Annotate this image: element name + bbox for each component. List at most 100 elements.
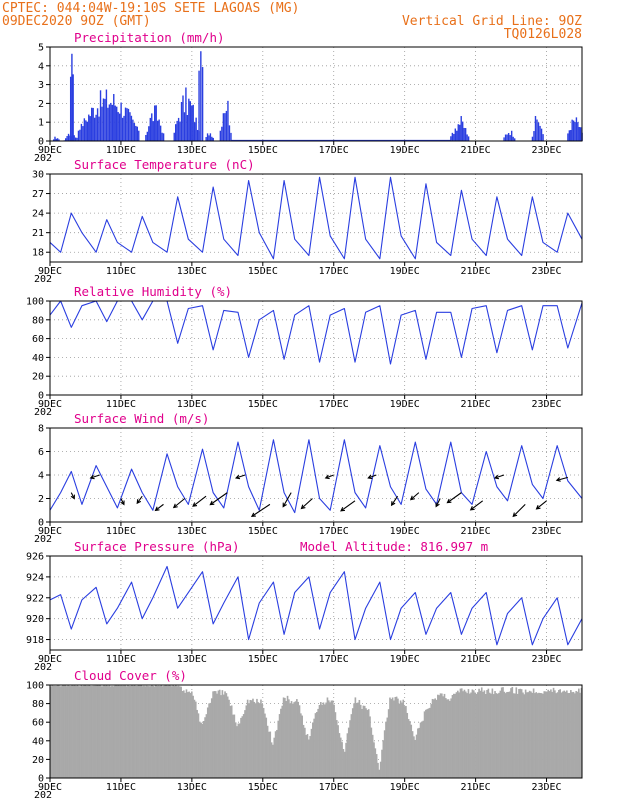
precip-bar bbox=[577, 122, 579, 141]
precip-bar bbox=[123, 115, 125, 141]
cloud-cover-column bbox=[155, 685, 157, 778]
y-tick-label: 922 bbox=[26, 593, 44, 604]
wind-vector-arrow bbox=[555, 476, 568, 482]
cloud-cover-column bbox=[112, 686, 115, 778]
cloud-cover-column bbox=[431, 698, 434, 778]
precip-bar bbox=[101, 106, 103, 141]
cloud-cover-column bbox=[180, 686, 182, 778]
panel-frame bbox=[49, 427, 583, 523]
cloud-cover-column bbox=[363, 705, 366, 778]
cloud-cover-column bbox=[519, 688, 522, 778]
cloud-cover-column bbox=[471, 689, 474, 778]
cloud-cover-column bbox=[226, 696, 229, 778]
cloud-cover-column bbox=[229, 705, 232, 778]
cloud-cover-column bbox=[104, 685, 107, 778]
cloud-cover-column bbox=[446, 699, 448, 778]
cloud-cover-column bbox=[225, 693, 228, 778]
cloud-cover-column bbox=[403, 706, 406, 778]
precip-bar bbox=[534, 115, 537, 141]
cloud-cover-column bbox=[212, 691, 214, 778]
precip-bar bbox=[180, 102, 183, 141]
cloud-cover-column bbox=[560, 692, 563, 778]
y-tick-label: 18 bbox=[32, 248, 44, 259]
precip-bar bbox=[183, 112, 186, 141]
cloud-cover-column bbox=[242, 714, 245, 778]
panel-6: 0 20 40 60 80 100 9DEC 11DEC 13DEC 15DEC 17DEC 19DE… bbox=[26, 668, 583, 800]
cloud-cover-column bbox=[301, 715, 303, 778]
cloud-cover-column bbox=[558, 689, 560, 778]
cloud-cover-column bbox=[539, 693, 542, 778]
cloud-cover-column bbox=[77, 686, 80, 778]
wind-vector-arrow bbox=[300, 498, 313, 510]
cloud-cover-column bbox=[139, 685, 141, 778]
wind-vector-arrow bbox=[192, 495, 207, 507]
x-tick-label: 9DEC bbox=[38, 654, 62, 665]
cloud-cover-column bbox=[63, 685, 65, 778]
x-tick-label: 23DEC bbox=[531, 654, 561, 665]
cloud-cover-column bbox=[109, 686, 112, 778]
cloud-cover-column bbox=[325, 702, 327, 778]
precip-bar bbox=[182, 95, 184, 141]
y-tick-label: 30 bbox=[32, 170, 44, 181]
cloud-cover-column bbox=[80, 685, 83, 778]
cloud-cover-column bbox=[116, 685, 119, 778]
cloud-cover-column bbox=[173, 685, 176, 778]
cloud-cover-column bbox=[91, 686, 93, 778]
precip-bar bbox=[113, 94, 115, 141]
cloud-cover-column bbox=[346, 733, 349, 778]
precip-bar bbox=[104, 98, 106, 141]
y-tick-label: 27 bbox=[32, 189, 44, 200]
cloud-cover-column bbox=[523, 694, 526, 778]
cloud-cover-column bbox=[385, 721, 387, 778]
precip-bar bbox=[571, 119, 573, 141]
cloud-cover-column bbox=[409, 721, 411, 778]
precip-bar bbox=[208, 135, 210, 141]
cloud-cover-column bbox=[312, 722, 314, 778]
cloud-cover-column bbox=[318, 704, 321, 778]
cloud-cover-column bbox=[419, 722, 422, 778]
x-tick-label: 17DEC bbox=[319, 782, 349, 793]
wind-vector-arrow bbox=[136, 495, 143, 505]
cloud-cover-column bbox=[530, 691, 532, 778]
cloud-cover-column bbox=[499, 690, 502, 778]
cloud-cover-column bbox=[123, 685, 125, 778]
wind-vector-arrow bbox=[446, 492, 462, 504]
cloud-cover-column bbox=[257, 702, 260, 778]
cloud-cover-column bbox=[290, 701, 293, 778]
precip-bar bbox=[531, 136, 534, 141]
cloud-cover-column bbox=[564, 691, 567, 778]
cloud-cover-column bbox=[353, 703, 355, 778]
cloud-cover-column bbox=[427, 708, 430, 778]
y-tick-label: 3 bbox=[38, 80, 44, 91]
cloud-cover-column bbox=[345, 742, 347, 778]
cloud-cover-column bbox=[165, 685, 168, 778]
cloud-cover-column bbox=[349, 720, 351, 778]
cloud-cover-column bbox=[327, 700, 330, 778]
cloud-cover-column bbox=[107, 686, 109, 778]
cloud-cover-column bbox=[258, 703, 261, 778]
panel-5: 918 920 922 924 926 9DEC 11DEC 13DEC 15DEC 17DEC 1… bbox=[26, 539, 583, 673]
cloud-cover-column bbox=[486, 689, 488, 778]
cloud-cover-column bbox=[391, 697, 394, 778]
cloud-cover-column bbox=[164, 685, 167, 778]
cloud-cover-column bbox=[65, 686, 68, 778]
cloud-cover-column bbox=[383, 730, 386, 778]
cloud-cover-column bbox=[480, 687, 483, 778]
precip-bar bbox=[127, 108, 130, 141]
cloud-cover-column bbox=[310, 728, 313, 778]
precip-bar bbox=[456, 130, 458, 141]
precip-bar bbox=[76, 137, 78, 141]
cloud-cover-column bbox=[570, 690, 572, 778]
cloud-cover-column bbox=[171, 686, 173, 778]
precip-bar bbox=[198, 70, 200, 141]
precip-bar bbox=[212, 137, 214, 141]
y-tick-label: 926 bbox=[26, 552, 44, 563]
x-tick-label: 23DEC bbox=[531, 399, 561, 410]
cloud-cover-column bbox=[184, 692, 186, 778]
cloud-cover-column bbox=[414, 739, 417, 778]
precip-bar bbox=[88, 114, 90, 141]
precip-bar bbox=[209, 133, 212, 141]
cloud-cover-column bbox=[81, 686, 84, 778]
cloud-cover-column bbox=[474, 692, 476, 778]
